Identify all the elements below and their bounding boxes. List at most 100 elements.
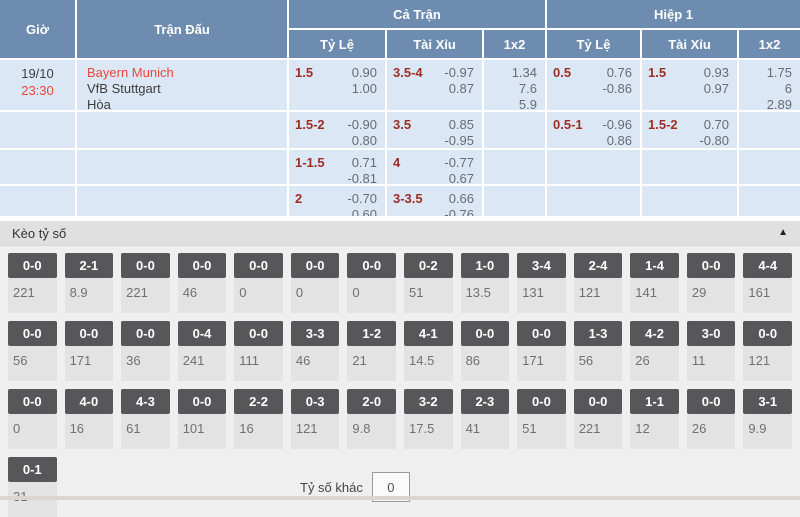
score-button[interactable]: 0-0 (347, 253, 396, 278)
odd-value[interactable]: -0.95 (444, 133, 474, 148)
h1-over-under-cell[interactable]: 1.5-2 0.70 -0.80 (642, 112, 737, 148)
score-button[interactable]: 0-0 (8, 321, 57, 346)
ft-over-under-cell[interactable]: 3.5 0.85 -0.95 (387, 112, 482, 148)
odd-value[interactable]: 2.89 (766, 97, 792, 110)
score-odds-value: 11 (691, 353, 706, 368)
odd-value[interactable]: -0.70 (347, 191, 377, 206)
score-button[interactable]: 1-3 (573, 321, 623, 346)
odd-value[interactable]: 0.97 (703, 81, 729, 96)
score-button[interactable]: 0-0 (234, 321, 283, 346)
score-button[interactable]: 3-2 (404, 389, 453, 414)
score-button[interactable]: 1-4 (630, 253, 679, 278)
score-button[interactable]: 4-4 (743, 253, 792, 278)
odd-value[interactable]: 0.66 (448, 191, 474, 206)
odd-value[interactable]: 5.9 (518, 97, 537, 110)
h1-over-under-cell (642, 186, 737, 216)
odd-value[interactable]: 6 (784, 81, 792, 96)
score-button[interactable]: 3-4 (517, 253, 566, 278)
ft-over-under-cell[interactable]: 3-3.5 0.66 -0.76 (387, 186, 482, 216)
h1-handicap-cell[interactable]: 0.5-1 -0.96 0.86 (547, 112, 640, 148)
odd-value[interactable]: 1.75 (766, 65, 792, 80)
score-button[interactable]: 1-2 (347, 321, 396, 346)
score-odds-value: 9.8 (352, 421, 371, 436)
score-button[interactable]: 2-4 (573, 253, 623, 278)
odd-value[interactable]: -0.96 (602, 117, 632, 132)
odd-value[interactable]: 0.93 (703, 65, 729, 80)
score-button[interactable]: 0-0 (686, 253, 736, 278)
score-cell: 3-4 131 (517, 253, 566, 313)
odd-value[interactable]: 0.71 (351, 155, 377, 170)
ft-handicap-cell[interactable]: 2 -0.70 0.60 (289, 186, 385, 216)
ft-handicap-cell[interactable]: 1-1.5 0.71 -0.81 (289, 150, 385, 184)
score-button[interactable]: 0-1 (8, 457, 57, 482)
score-button[interactable]: 4-0 (64, 389, 114, 414)
score-button[interactable]: 4-3 (121, 389, 170, 414)
ft-over-under-cell[interactable]: 4 -0.77 0.67 (387, 150, 482, 184)
ft-handicap-cell[interactable]: 1.5-2 -0.90 0.80 (289, 112, 385, 148)
score-button[interactable]: 0-0 (64, 321, 114, 346)
score-button[interactable]: 1-0 (460, 253, 510, 278)
score-button[interactable]: 1-1 (630, 389, 679, 414)
score-button[interactable]: 0-0 (177, 389, 227, 414)
odd-value[interactable]: -0.86 (602, 81, 632, 96)
score-button[interactable]: 4-2 (630, 321, 679, 346)
odd-value[interactable]: -0.81 (347, 171, 377, 184)
score-button[interactable]: 0-0 (686, 389, 736, 414)
score-button[interactable]: 2-1 (64, 253, 114, 278)
odd-value[interactable]: 0.60 (351, 207, 377, 216)
score-button[interactable]: 0-0 (177, 253, 227, 278)
score-button[interactable]: 0-0 (8, 253, 57, 278)
odd-value[interactable]: 0.70 (703, 117, 729, 132)
score-button[interactable]: 0-0 (573, 389, 623, 414)
odd-value[interactable]: -0.76 (444, 207, 474, 216)
odd-value[interactable]: 0.86 (606, 133, 632, 148)
h1-1x2-cell[interactable]: 1.75 6 2.89 (739, 60, 800, 110)
score-button[interactable]: 0-0 (121, 253, 170, 278)
score-button[interactable]: 0-0 (743, 321, 792, 346)
score-button[interactable]: 2-3 (460, 389, 510, 414)
score-button[interactable]: 4-1 (404, 321, 453, 346)
score-button[interactable]: 0-0 (121, 321, 170, 346)
odd-value[interactable]: -0.97 (444, 65, 474, 80)
score-button[interactable]: 0-4 (177, 321, 227, 346)
odd-value[interactable]: 0.76 (606, 65, 632, 80)
ft-over-under-odds: 0.85 -0.95 (444, 117, 474, 148)
score-button[interactable]: 0-3 (290, 389, 340, 414)
score-button[interactable]: 3-1 (743, 389, 792, 414)
collapse-arrow-icon[interactable]: ▲ (778, 227, 788, 238)
odd-value[interactable]: 7.6 (518, 81, 537, 96)
ft-over-under-cell[interactable]: 3.5-4 -0.97 0.87 (387, 60, 482, 110)
score-odds-value: 26 (635, 353, 650, 368)
odd-value[interactable]: -0.90 (347, 117, 377, 132)
score-button[interactable]: 2-2 (234, 389, 283, 414)
h1-over-under-cell[interactable]: 1.5 0.93 0.97 (642, 60, 737, 110)
score-button[interactable]: 0-0 (517, 389, 566, 414)
odd-value[interactable]: 1.00 (351, 81, 377, 96)
ft-handicap-cell[interactable]: 1.5 0.90 1.00 (289, 60, 385, 110)
h1-1x2-cell (739, 112, 800, 148)
score-button[interactable]: 2-0 (347, 389, 396, 414)
score-button[interactable]: 0-0 (290, 253, 340, 278)
odd-value[interactable]: 0.80 (351, 133, 377, 148)
odd-value[interactable]: 0.85 (448, 117, 474, 132)
odd-value[interactable]: 0.67 (448, 171, 474, 184)
odd-value[interactable]: -0.80 (699, 133, 729, 148)
other-score-label: Tỷ số khác (300, 479, 363, 495)
score-odds-value: 141 (635, 285, 657, 300)
correct-score-section: Kèo tỷ số ▲ 0-0 221 2-1 8.9 0-0 221 0-0 46 0-0 0 0… (0, 221, 800, 517)
score-button[interactable]: 0-0 (517, 321, 566, 346)
h1-handicap-cell[interactable]: 0.5 0.76 -0.86 (547, 60, 640, 110)
score-cell: 0-0 221 (573, 389, 623, 449)
ft-1x2-cell[interactable]: 1.34 7.6 5.9 (484, 60, 545, 110)
score-cell: 0-0 171 (64, 321, 114, 381)
odd-value[interactable]: 1.34 (511, 65, 537, 80)
score-button[interactable]: 0-0 (234, 253, 283, 278)
odd-value[interactable]: 0.90 (351, 65, 377, 80)
score-button[interactable]: 3-3 (290, 321, 340, 346)
odd-value[interactable]: -0.77 (444, 155, 474, 170)
score-button[interactable]: 3-0 (686, 321, 736, 346)
score-button[interactable]: 0-0 (460, 321, 510, 346)
score-button[interactable]: 0-0 (8, 389, 57, 414)
odd-value[interactable]: 0.87 (448, 81, 474, 96)
score-button[interactable]: 0-2 (404, 253, 453, 278)
